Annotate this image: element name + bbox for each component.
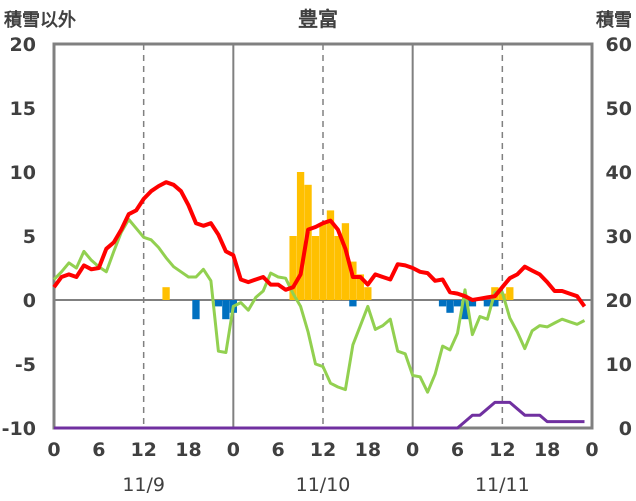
x-tick-label: 6 <box>272 439 285 461</box>
bar <box>304 184 312 300</box>
day-label: 11/11 <box>475 474 530 496</box>
left-tick-label: 0 <box>23 290 36 312</box>
left-tick-label: 15 <box>10 98 36 120</box>
right-tick-label: 20 <box>606 290 632 312</box>
x-tick-label: 12 <box>310 439 336 461</box>
x-tick-label: 0 <box>585 439 598 461</box>
left-tick-label: 5 <box>23 226 36 248</box>
bar <box>468 300 477 307</box>
right-tick-label: 50 <box>606 98 632 120</box>
x-tick-label: 0 <box>47 439 60 461</box>
x-tick-label: 12 <box>130 439 156 461</box>
right-tick-label: 0 <box>619 418 632 440</box>
right-tick-label: 10 <box>606 354 632 376</box>
bar <box>483 300 492 307</box>
left-tick-label: 10 <box>10 162 36 184</box>
series-line <box>52 180 587 308</box>
day-label: 11/10 <box>296 474 351 496</box>
bar <box>214 300 223 307</box>
x-tick-label: 6 <box>92 439 105 461</box>
x-tick-label: 18 <box>534 439 560 461</box>
right-tick-label: 60 <box>606 34 632 56</box>
bar <box>446 300 454 313</box>
day-label: 11/9 <box>122 474 165 496</box>
x-tick-label: 0 <box>406 439 419 461</box>
x-tick-label: 18 <box>175 439 201 461</box>
chart-title: 豊富 <box>298 7 338 31</box>
bar <box>192 300 200 320</box>
bar <box>319 223 327 300</box>
day-labels: 11/9 11/10 11/11 <box>122 474 529 496</box>
series-line <box>54 400 585 430</box>
x-tick-label: 6 <box>451 439 464 461</box>
bar <box>506 287 514 300</box>
x-axis-ticks: 0 6 12 18 0 6 12 18 0 6 12 18 0 <box>47 439 598 461</box>
right-axis-label: 積雪 <box>595 9 632 31</box>
bar <box>311 236 320 300</box>
left-tick-label: -10 <box>2 418 36 440</box>
x-tick-label: 18 <box>355 439 381 461</box>
bar <box>326 210 335 300</box>
bar <box>461 300 469 320</box>
bar <box>289 236 297 300</box>
bar <box>453 300 462 307</box>
x-tick-label: 0 <box>227 439 240 461</box>
left-tick-label: -5 <box>15 354 36 376</box>
right-tick-label: 30 <box>606 226 632 248</box>
bar <box>162 287 170 300</box>
bar <box>334 236 342 300</box>
line-series <box>52 180 587 430</box>
bar <box>364 287 372 300</box>
bar <box>222 300 230 320</box>
bar <box>356 274 365 300</box>
bar <box>349 300 357 307</box>
plot-area <box>52 42 594 430</box>
left-axis-ticks: -10 -5 0 5 10 15 20 <box>2 34 36 440</box>
bar <box>491 300 499 307</box>
right-tick-label: 40 <box>606 162 632 184</box>
bar <box>296 172 305 300</box>
right-axis-ticks: 0 10 20 30 40 50 60 <box>606 34 632 440</box>
bar <box>438 300 447 307</box>
x-tick-label: 12 <box>489 439 515 461</box>
bar <box>349 261 357 300</box>
left-tick-label: 20 <box>10 34 36 56</box>
left-axis-label: 積雪以外 <box>3 9 76 31</box>
bar <box>341 223 350 300</box>
